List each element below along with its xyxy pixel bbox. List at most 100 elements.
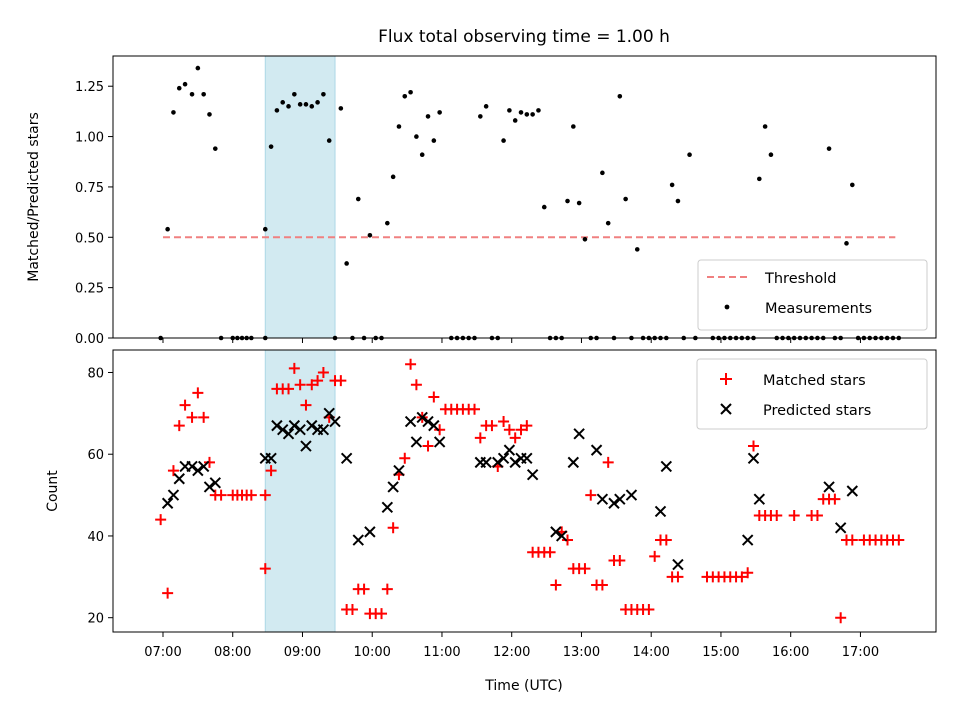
predicted-star-point xyxy=(306,419,318,432)
x-tick-label: 15:00 xyxy=(702,645,739,660)
measurement-point xyxy=(408,89,413,95)
measurement-point xyxy=(582,237,588,242)
predicted-star-point xyxy=(823,481,835,493)
matched-star-point xyxy=(422,440,434,452)
matched-star-point xyxy=(736,571,748,583)
matched-star-point xyxy=(846,534,858,546)
matched-star-point xyxy=(283,383,295,395)
measurement-point xyxy=(530,112,535,117)
matched-star-point xyxy=(742,567,754,579)
count-legend: Matched stars Predicted stars xyxy=(696,358,928,430)
measurement-point xyxy=(478,114,483,119)
predicted-star-point xyxy=(410,436,423,448)
measurement-point xyxy=(576,200,582,206)
predicted-star-point xyxy=(503,444,516,456)
y-tick-label: 40 xyxy=(87,530,104,545)
matched-star-point xyxy=(829,493,841,505)
measurement-point xyxy=(507,108,512,113)
measurement-point xyxy=(165,226,170,232)
matched-star-point xyxy=(672,571,684,583)
predicted-star-point xyxy=(741,534,754,546)
measurement-point xyxy=(483,104,489,109)
measurement-point xyxy=(600,170,605,176)
matched-star-point xyxy=(381,583,393,595)
measurement-point xyxy=(315,100,320,105)
matched-star-point xyxy=(288,362,300,374)
observing-window-band-rect-top xyxy=(264,55,336,339)
y-tick-label: 0.25 xyxy=(75,282,104,297)
y-tick-label: 20 xyxy=(87,612,104,627)
x-tick-label: 12:00 xyxy=(493,645,530,660)
predicted-star-point xyxy=(614,493,626,505)
measurement-point xyxy=(390,174,396,180)
measurement-point xyxy=(171,110,176,115)
measurement-point xyxy=(268,144,274,149)
matched-star-point xyxy=(579,563,591,575)
y-tick-label: 0.00 xyxy=(75,332,104,347)
measurement-point xyxy=(565,198,570,204)
measurement-point xyxy=(355,196,361,202)
matched-star-point xyxy=(585,489,597,501)
predicted-star-point xyxy=(555,530,568,542)
measurement-point xyxy=(687,152,692,157)
matched-star-point xyxy=(550,579,562,591)
matched-star-point xyxy=(215,489,227,501)
observing-window-band-bottom xyxy=(264,349,336,633)
predicted-star-point xyxy=(317,423,330,436)
predicted-star-point xyxy=(340,452,353,465)
matched-star-point xyxy=(155,514,167,526)
predicted-star-point xyxy=(288,419,301,432)
predicted-star-point xyxy=(323,407,335,420)
ratio-y-axis-label: Matched/Predicted stars xyxy=(26,112,42,282)
ratio-x-axis-ticks xyxy=(162,338,861,343)
measurement-point xyxy=(634,247,640,252)
measurement-point xyxy=(826,146,832,151)
x-tick-label: 08:00 xyxy=(214,645,251,660)
measurement-point xyxy=(396,124,402,129)
matched-star-point xyxy=(643,604,655,616)
matched-star-point xyxy=(788,510,800,522)
matched-star-point xyxy=(509,432,521,444)
matched-star-point xyxy=(186,411,198,423)
predicted-star-point xyxy=(197,460,210,473)
predicted-star-point xyxy=(550,526,562,538)
predicted-star-point xyxy=(282,428,295,440)
measurement-point xyxy=(195,65,201,71)
x-tick-label: 11:00 xyxy=(423,645,460,660)
predicted-star-point xyxy=(834,522,847,534)
measurement-point xyxy=(212,146,218,151)
predicted-star-point xyxy=(608,497,620,509)
measurement-point xyxy=(280,100,286,105)
predicted-star-point xyxy=(294,423,306,436)
x-tick-label: 09:00 xyxy=(284,645,321,660)
y-tick-label: 80 xyxy=(87,366,104,381)
matched-star-point xyxy=(162,587,174,599)
predicted-stars-series xyxy=(161,407,859,571)
predicted-star-point xyxy=(329,415,341,428)
matched-star-point xyxy=(294,379,306,391)
measurement-point xyxy=(524,112,530,117)
predicted-star-point xyxy=(590,444,603,456)
ratio-panel: 0.00 0.25 0.50 0.75 1.00 1.25 Matched/Predict… xyxy=(26,55,937,347)
matched-star-point xyxy=(747,440,759,452)
legend-predicted-swatch xyxy=(720,403,732,415)
measurement-point xyxy=(207,112,212,117)
y-tick-label: 1.00 xyxy=(75,131,104,146)
matched-star-point xyxy=(317,366,329,378)
matched-star-point xyxy=(521,420,533,432)
predicted-star-point xyxy=(480,456,492,469)
predicted-star-point xyxy=(846,485,859,497)
predicted-star-point xyxy=(192,464,204,477)
predicted-star-point xyxy=(277,423,289,436)
x-tick-label: 14:00 xyxy=(632,645,669,660)
matched-star-point xyxy=(486,420,498,432)
measurement-point xyxy=(303,102,309,107)
measurement-point xyxy=(512,118,518,123)
matched-star-point xyxy=(893,534,905,546)
measurement-point xyxy=(536,108,541,113)
chart-title: Flux total observing time = 1.00 h xyxy=(378,27,670,47)
matched-star-point xyxy=(346,604,358,616)
legend-matched-label: Matched stars xyxy=(763,373,866,389)
matched-stars-series xyxy=(155,358,905,624)
